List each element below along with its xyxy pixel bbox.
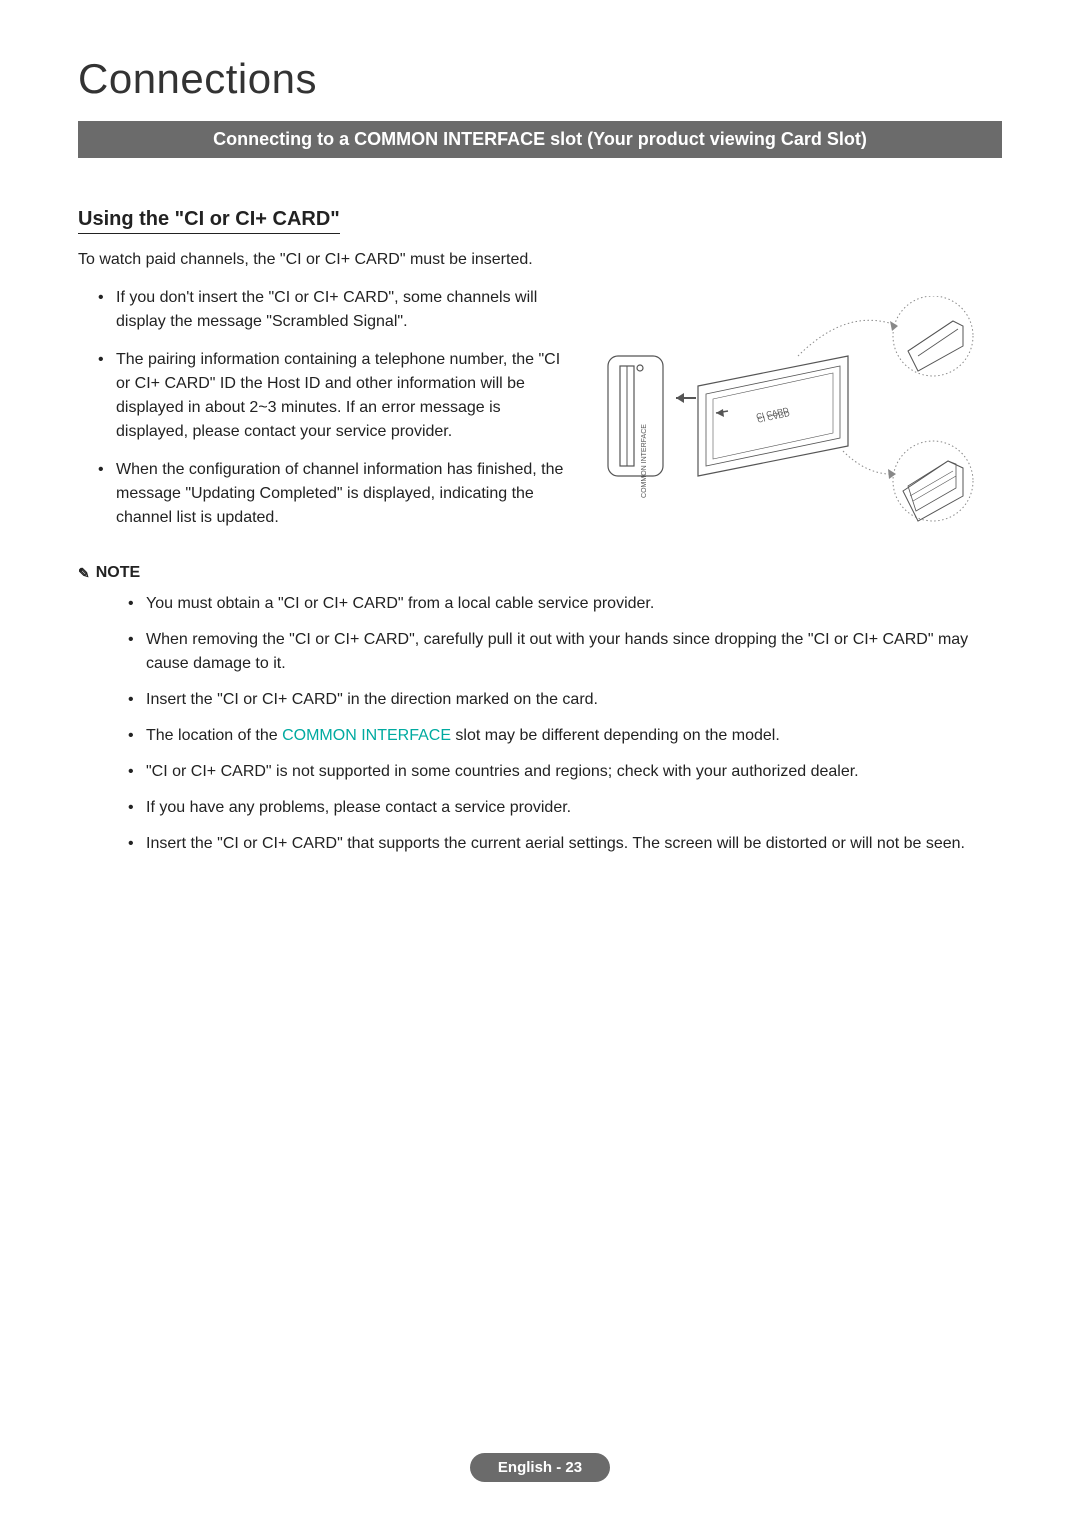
list-item: When the configuration of channel inform…	[98, 458, 568, 530]
note-suffix: slot may be different depending on the m…	[451, 727, 780, 744]
subsection-title: Using the "CI or CI+ CARD"	[78, 208, 340, 234]
subsection: Using the "CI or CI+ CARD"	[78, 208, 1002, 248]
list-item: If you don't insert the "CI or CI+ CARD"…	[98, 286, 568, 334]
list-item: "CI or CI+ CARD" is not supported in som…	[128, 760, 1002, 784]
main-bullet-list: If you don't insert the "CI or CI+ CARD"…	[78, 286, 568, 530]
note-label-text: NOTE	[96, 564, 140, 582]
list-item: If you have any problems, please contact…	[128, 796, 1002, 820]
common-interface-link: COMMON INTERFACE	[282, 727, 451, 744]
note-icon: ✎	[78, 565, 90, 582]
page-footer: English - 23	[0, 1453, 1080, 1482]
diagram-container: COMMON INTERFACE CI CARD CI CARD	[588, 286, 988, 544]
intro-text: To watch paid channels, the "CI or CI+ C…	[78, 248, 1002, 272]
note-label: ✎ NOTE	[78, 564, 1002, 582]
page-number: English - 23	[470, 1453, 610, 1482]
list-item: The pairing information containing a tel…	[98, 348, 568, 444]
list-item: Insert the "CI or CI+ CARD" that support…	[128, 832, 1002, 856]
list-item: You must obtain a "CI or CI+ CARD" from …	[128, 592, 1002, 616]
section-header: Connecting to a COMMON INTERFACE slot (Y…	[78, 121, 1002, 158]
list-item: Insert the "CI or CI+ CARD" in the direc…	[128, 688, 1002, 712]
content-left: If you don't insert the "CI or CI+ CARD"…	[78, 286, 568, 544]
ci-card-diagram: COMMON INTERFACE CI CARD CI CARD	[598, 296, 978, 526]
list-item: The location of the COMMON INTERFACE slo…	[128, 724, 1002, 748]
page-title: Connections	[78, 55, 1002, 103]
note-prefix: The location of the	[146, 727, 282, 744]
page-container: Connections Connecting to a COMMON INTER…	[0, 0, 1080, 856]
content-row: If you don't insert the "CI or CI+ CARD"…	[78, 286, 1002, 544]
slot-label: COMMON INTERFACE	[641, 424, 648, 498]
note-bullet-list: You must obtain a "CI or CI+ CARD" from …	[78, 592, 1002, 856]
list-item: When removing the "CI or CI+ CARD", care…	[128, 628, 1002, 676]
